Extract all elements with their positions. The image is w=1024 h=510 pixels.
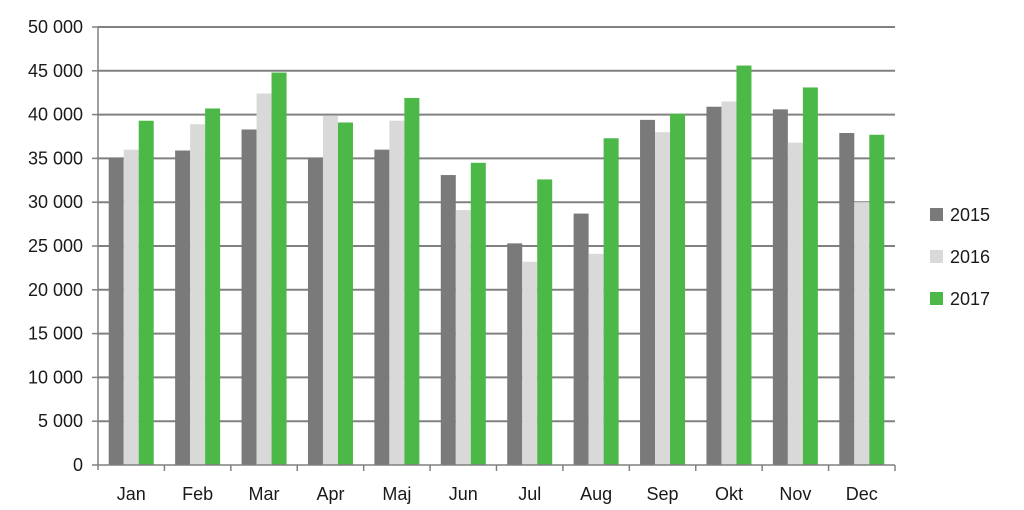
x-tick-label: Jul [518,484,541,504]
bar-2017-dec [869,134,885,466]
legend-label-2015: 2015 [950,205,990,225]
y-tick-label: 10 000 [28,367,83,387]
bar-2017-mar [271,72,287,465]
bar-2015-maj [374,149,390,465]
bar-2015-nov [772,109,788,466]
x-tick-label: Aug [580,484,612,504]
bar-2015-jun [440,175,456,465]
bar-2016-okt [721,101,737,466]
bar-2015-apr [307,157,323,466]
x-tick-label: Nov [779,484,811,504]
legend-swatch-2016 [930,250,943,263]
bar-2017-jan [138,120,154,466]
bar-2017-jun [470,162,486,465]
bar-2015-jul [507,243,523,465]
y-tick-label: 5 000 [38,411,83,431]
bar-2016-jun [455,210,471,465]
bars [108,65,885,466]
legend-swatch-2015 [930,208,943,221]
legend: 2015 2016 2017 [930,205,990,309]
axes [92,26,896,471]
y-tick-label: 35 000 [28,148,83,168]
bar-2016-aug [588,253,604,465]
bar-2015-aug [573,213,589,465]
bar-2015-sep [640,119,656,465]
bar-2017-okt [736,65,752,465]
bar-2016-jan [123,149,139,465]
x-tick-label: Mar [249,484,280,504]
legend-label-2016: 2016 [950,247,990,267]
bar-2016-feb [190,124,206,466]
bar-2015-mar [241,129,257,465]
bar-2017-aug [603,138,619,465]
bar-2015-okt [706,106,722,465]
x-tick-label: Okt [715,484,743,504]
bar-2016-maj [389,120,405,466]
legend-label-2017: 2017 [950,289,990,309]
bar-2017-jul [537,179,553,465]
x-tick-label: Sep [647,484,679,504]
x-tick-label: Apr [316,484,344,504]
x-tick-label: Maj [382,484,411,504]
x-tick-label: Dec [846,484,878,504]
bar-2016-dec [854,202,870,465]
bar-2017-maj [404,97,420,466]
bar-2016-apr [322,115,338,465]
gridlines [98,26,895,423]
x-tick-label: Jan [117,484,146,504]
y-tick-label: 25 000 [28,236,83,256]
bar-2015-dec [839,132,855,465]
y-tick-label: 50 000 [28,17,83,37]
bar-2015-feb [175,150,191,466]
y-tick-label: 45 000 [28,61,83,81]
y-tick-label: 0 [73,455,83,475]
bar-2016-nov [787,142,803,465]
bar-2015-jan [108,157,124,466]
bar-2017-sep [670,113,686,465]
x-tick-labels: Jan Feb Mar Apr Maj Jun Jul Aug Sep Okt Nov Dec [117,484,878,504]
bar-2017-feb [205,108,221,465]
legend-swatch-2017 [930,292,943,305]
y-tick-label: 30 000 [28,192,83,212]
bar-2017-nov [802,87,818,465]
y-tick-label: 20 000 [28,280,83,300]
x-tick-label: Feb [182,484,213,504]
x-tick-label: Jun [449,484,478,504]
bar-2017-apr [337,122,353,465]
y-tick-label: 40 000 [28,105,83,125]
bar-2016-sep [655,132,671,465]
bar-2016-jul [522,261,538,465]
y-tick-labels: 0 5 000 10 000 15 000 20 000 25 000 30 000 35 0… [28,17,83,475]
bar-2016-mar [256,93,272,466]
y-tick-label: 15 000 [28,324,83,344]
